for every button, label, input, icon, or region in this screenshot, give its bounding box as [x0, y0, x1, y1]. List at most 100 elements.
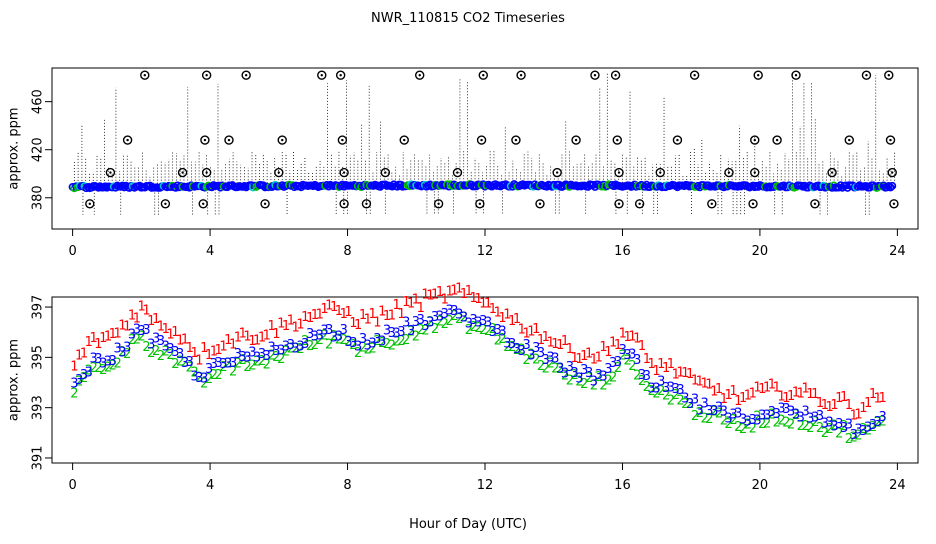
point-3: 3: [267, 341, 275, 356]
point-1: 1: [720, 392, 728, 407]
point-2: 2: [878, 414, 886, 429]
point-2: 2: [474, 321, 482, 336]
point-1: 1: [277, 317, 285, 332]
point-2: 2: [190, 365, 198, 380]
point-1: 1: [777, 390, 785, 405]
point-1: 1: [768, 378, 776, 393]
point-2: 2: [205, 372, 213, 387]
x-tick-label: 4: [206, 244, 214, 259]
point-2: 2: [633, 368, 641, 383]
point-1: 1: [460, 287, 468, 302]
point-1: 1: [489, 302, 497, 317]
point-1: 1: [681, 366, 689, 381]
outlier-marker-center: [181, 171, 184, 174]
outlier-marker-center: [892, 202, 896, 205]
outlier-marker: [201, 167, 212, 178]
point-2: 2: [643, 380, 651, 395]
point-2: 2: [402, 333, 410, 348]
point-2: 2: [854, 429, 862, 444]
point-1: 1: [503, 308, 511, 323]
point-1: 1: [739, 391, 747, 406]
point-1: 1: [782, 391, 790, 406]
point-3: 3: [489, 325, 497, 340]
point-2: 2: [272, 350, 280, 365]
baseline-points: [68, 180, 897, 193]
point-3: 3: [518, 344, 526, 359]
point-2: 2: [498, 332, 506, 347]
point-2: 2: [710, 405, 718, 420]
point-3: 3: [85, 366, 93, 381]
point-1: 1: [676, 365, 684, 380]
point-1: 1: [267, 319, 275, 334]
point-3: 3: [465, 317, 473, 332]
point-1: 1: [532, 322, 540, 337]
point-1: 1: [80, 346, 88, 361]
point-3: 3: [407, 324, 415, 339]
point-1: 1: [335, 304, 343, 319]
x-tick-label: 12: [477, 244, 494, 259]
outlier-marker: [884, 70, 894, 80]
baseline-point: [597, 182, 606, 191]
point-2: 2: [686, 397, 694, 412]
point-2: 2: [657, 384, 665, 399]
point-1: 1: [316, 308, 324, 323]
point-3: 3: [484, 315, 492, 330]
point-1: 1: [571, 351, 579, 366]
point-1: 1: [292, 321, 300, 336]
point-3: 3: [368, 336, 376, 351]
point-1: 1: [797, 387, 805, 402]
point-1: 1: [566, 342, 574, 357]
outlier-marker-center: [676, 138, 679, 142]
point-1: 1: [662, 361, 670, 376]
point-2: 2: [441, 317, 449, 332]
baseline-point: [381, 180, 390, 189]
point-2: 2: [186, 360, 194, 375]
point-1: 1: [590, 352, 598, 367]
point-3: 3: [292, 341, 300, 356]
point-3: 3: [224, 356, 232, 371]
point-2: 2: [773, 416, 781, 431]
point-3: 3: [436, 310, 444, 325]
point-1: 1: [561, 334, 569, 349]
point-3: 3: [450, 304, 458, 319]
outlier-marker-center: [244, 74, 248, 77]
point-1: 1: [354, 318, 362, 333]
point-3: 3: [691, 392, 699, 407]
point-3: 3: [239, 350, 247, 365]
point-3: 3: [109, 354, 117, 369]
point-2: 2: [253, 354, 261, 369]
outlier-marker-center: [753, 171, 756, 174]
point-2: 2: [652, 387, 660, 402]
point-3: 3: [546, 351, 554, 366]
point-3: 3: [89, 352, 97, 367]
point-1: 1: [599, 340, 607, 355]
point-2: 2: [195, 371, 203, 386]
point-3: 3: [210, 357, 218, 372]
point-1: 1: [402, 295, 410, 310]
point-2: 2: [518, 342, 526, 357]
point-2: 2: [445, 314, 453, 329]
point-3: 3: [623, 348, 631, 363]
point-3: 3: [575, 372, 583, 387]
outlier-marker: [535, 199, 545, 209]
outlier-marker-center: [614, 74, 617, 77]
outlier-marker-center: [616, 138, 619, 142]
x-tick-label: 4: [206, 478, 214, 493]
outlier-marker-center: [456, 171, 459, 174]
point-3: 3: [176, 347, 184, 362]
point-3: 3: [710, 404, 718, 419]
point-3: 3: [344, 335, 352, 350]
point-3: 3: [94, 352, 102, 367]
point-1: 1: [426, 289, 434, 304]
outlier-marker-center: [384, 171, 387, 174]
point-1: 1: [465, 284, 473, 299]
outlier-marker: [415, 70, 425, 80]
point-3: 3: [821, 417, 829, 432]
outlier-marker: [889, 199, 899, 209]
outlier-marker: [140, 70, 150, 80]
point-3: 3: [681, 391, 689, 406]
x-tick-label: 20: [752, 244, 769, 259]
point-3: 3: [782, 402, 790, 417]
outlier-marker: [614, 167, 624, 178]
